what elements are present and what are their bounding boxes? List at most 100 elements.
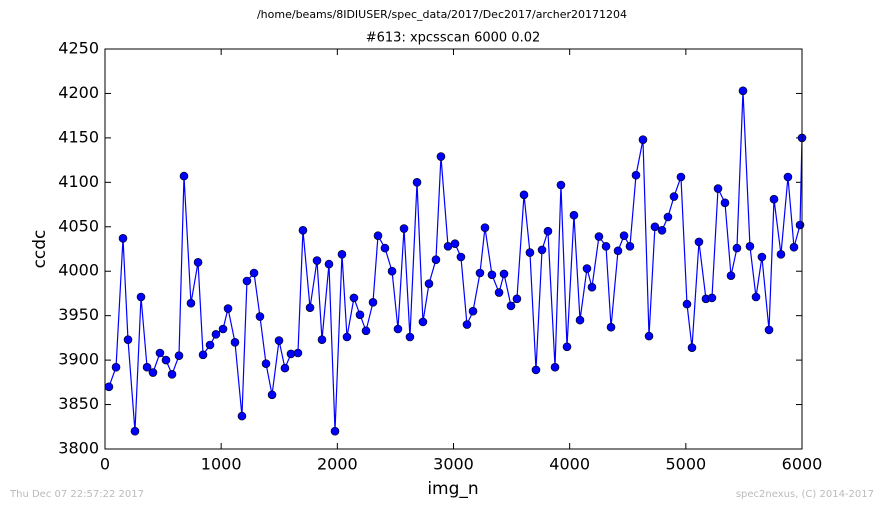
y-tick-label: 3850	[58, 394, 99, 413]
point	[274, 336, 284, 345]
point	[130, 426, 140, 436]
point	[280, 363, 290, 373]
point	[669, 192, 679, 201]
point	[450, 239, 460, 248]
point	[186, 298, 196, 308]
point	[543, 226, 553, 236]
point	[418, 317, 428, 327]
point	[249, 268, 259, 278]
point	[305, 303, 315, 312]
y-tick-label: 4200	[58, 83, 99, 102]
footer-left: Thu Dec 07 22:57:22 2017	[9, 489, 144, 500]
point	[373, 231, 383, 240]
point	[582, 264, 592, 273]
x-tick-label: 3000	[433, 455, 474, 474]
y-tick-label: 3800	[58, 439, 99, 458]
point	[198, 350, 208, 360]
point	[293, 348, 303, 358]
point	[142, 362, 152, 372]
point	[720, 198, 730, 208]
footer-right: spec2nexus, (C) 2014-2017	[736, 489, 874, 500]
y-tick-label: 4250	[58, 39, 99, 58]
point	[475, 268, 485, 278]
point	[412, 178, 422, 187]
x-tick-label: 0	[100, 455, 110, 474]
point	[499, 269, 509, 279]
point	[644, 331, 654, 341]
point	[405, 332, 415, 342]
point	[601, 242, 611, 251]
point	[619, 231, 629, 240]
point	[312, 256, 322, 265]
point	[261, 359, 271, 368]
point	[211, 330, 221, 339]
point	[732, 243, 742, 253]
point	[487, 270, 497, 280]
point	[512, 294, 522, 304]
point	[713, 184, 723, 193]
point	[424, 279, 434, 288]
point	[519, 190, 529, 200]
point	[349, 293, 359, 303]
point	[237, 411, 247, 421]
point	[707, 293, 717, 303]
point	[550, 362, 560, 372]
y-tick-label: 4150	[58, 127, 99, 146]
point	[118, 234, 128, 243]
point	[205, 340, 215, 350]
point	[569, 210, 579, 220]
point	[562, 342, 572, 352]
point	[769, 194, 779, 204]
point	[393, 324, 403, 334]
point	[337, 250, 347, 259]
point	[174, 351, 184, 360]
point	[355, 310, 365, 320]
x-tick-label: 6000	[782, 455, 823, 474]
point	[587, 282, 597, 292]
point	[136, 292, 146, 302]
point	[738, 86, 748, 96]
point	[764, 325, 774, 335]
point	[342, 332, 352, 342]
point	[776, 250, 786, 259]
point	[663, 212, 673, 222]
point	[223, 304, 233, 313]
point	[613, 246, 623, 256]
y-tick-label: 4100	[58, 172, 99, 191]
point	[751, 292, 761, 302]
y-tick-label: 4050	[58, 216, 99, 235]
point	[123, 335, 133, 344]
series-line	[108, 90, 803, 432]
point	[330, 426, 340, 436]
point	[480, 223, 490, 232]
x-tick-label: 1000	[201, 455, 242, 474]
point	[694, 237, 704, 247]
point	[267, 390, 277, 400]
point	[625, 242, 635, 251]
point	[468, 306, 478, 316]
point	[537, 245, 547, 255]
point	[783, 172, 793, 182]
point	[531, 365, 541, 375]
point	[361, 326, 371, 336]
point	[218, 324, 228, 334]
point	[456, 252, 466, 262]
x-axis-label: img_n	[427, 479, 478, 499]
x-tick-label: 5000	[665, 455, 706, 474]
point	[155, 348, 165, 358]
point	[525, 248, 535, 257]
point	[167, 370, 177, 379]
chart-title: #613: xpcsscan 6000 0.02	[366, 31, 541, 46]
point	[161, 355, 171, 365]
point	[104, 382, 114, 392]
point	[575, 315, 585, 325]
point	[148, 368, 158, 377]
point	[657, 226, 667, 235]
point	[368, 298, 378, 307]
y-tick-label: 4000	[58, 261, 99, 280]
point	[556, 180, 566, 190]
point	[111, 362, 121, 372]
point	[745, 242, 755, 251]
point	[650, 222, 660, 232]
